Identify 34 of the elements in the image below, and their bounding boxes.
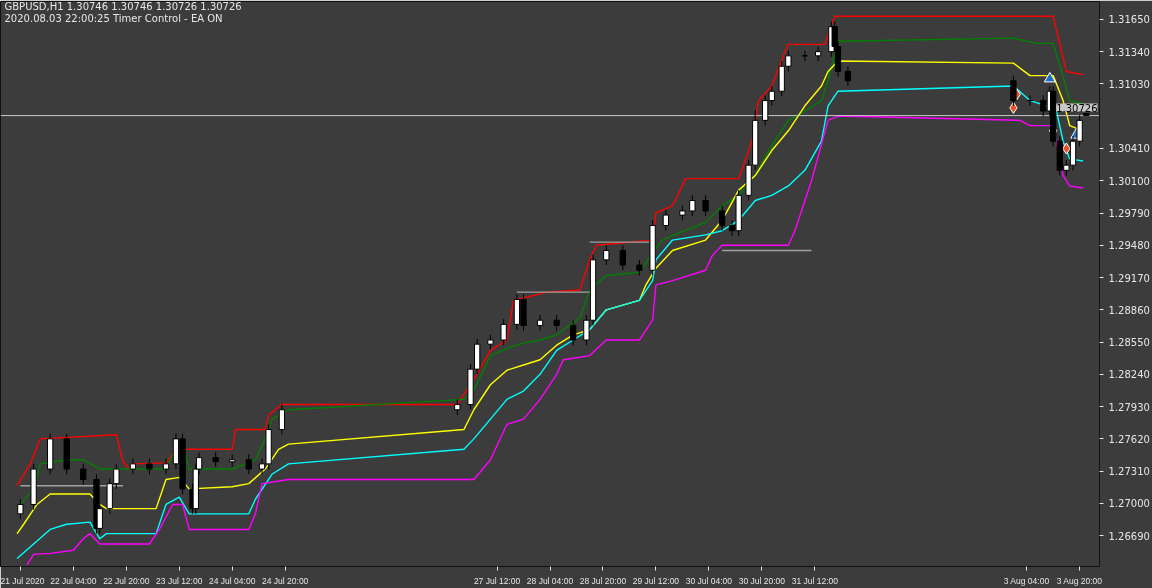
y-tick-label: 1.29170: [1108, 272, 1150, 284]
y-tick-label: 1.30410: [1108, 143, 1150, 155]
chart-title: GBPUSD,H1 1.30746 1.30746 1.30726 1.30726: [4, 0, 242, 12]
x-tick-label: 22 Jul 20:00: [103, 575, 150, 586]
y-tick-label: 1.29480: [1108, 240, 1150, 252]
x-tick-label: 30 Jul 04:00: [685, 575, 733, 586]
x-tick-label: 29 Jul 12:00: [632, 575, 680, 586]
y-tick-label: 1.30100: [1108, 175, 1150, 187]
y-tick-label: 1.28860: [1108, 304, 1150, 316]
x-tick-label: 28 Jul 04:00: [526, 575, 574, 586]
x-tick-label: 3 Aug 04:00: [1003, 575, 1050, 586]
ref-line-label: 1.30726: [1056, 102, 1098, 114]
x-tick-label: 3 Aug 20:00: [1056, 575, 1103, 586]
x-tick-label: 24 Jul 20:00: [262, 575, 309, 586]
y-tick-label: 1.27000: [1108, 498, 1150, 510]
x-tick-label: 30 Jul 20:00: [738, 575, 786, 586]
y-tick-label: 1.31030: [1108, 78, 1150, 90]
x-tick-label: 24 Jul 04:00: [209, 575, 256, 586]
x-tick-label: 22 Jul 04:00: [50, 575, 97, 586]
y-tick-label: 1.28550: [1108, 337, 1150, 349]
y-tick-label: 1.27930: [1108, 401, 1150, 413]
text: 2020.08.03 22:00:25 Timer Control - EA ON: [4, 12, 223, 24]
y-tick-label: 1.26690: [1108, 530, 1150, 542]
y-tick-label: 1.27620: [1108, 433, 1150, 445]
y-tick-label: 1.28240: [1108, 369, 1150, 381]
y-tick-label: 1.27310: [1108, 466, 1150, 478]
x-tick-label: 21 Jul 2020: [0, 575, 45, 586]
x-tick-label: 27 Jul 12:00: [473, 575, 521, 586]
y-tick-label: 1.31650: [1108, 14, 1150, 26]
x-tick-label: 28 Jul 20:00: [579, 575, 627, 586]
y-tick-label: 1.31340: [1108, 46, 1150, 58]
x-tick-label: 23 Jul 12:00: [156, 575, 203, 586]
x-tick-label: 31 Jul 12:00: [791, 575, 839, 586]
y-tick-label: 1.29790: [1108, 208, 1150, 220]
